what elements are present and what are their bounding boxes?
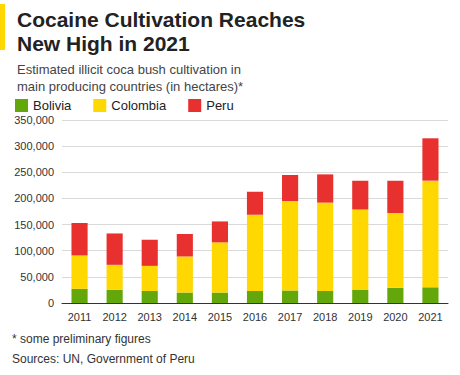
svg-text:* some preliminary figures: * some preliminary figures	[12, 332, 151, 346]
svg-text:Cocaine Cultivation Reaches: Cocaine Cultivation Reaches	[17, 8, 311, 31]
svg-text:250,000: 250,000	[14, 166, 54, 178]
svg-text:2011: 2011	[68, 311, 92, 323]
svg-text:2014: 2014	[173, 311, 197, 323]
svg-text:100,000: 100,000	[14, 245, 54, 257]
svg-text:50,000: 50,000	[20, 271, 54, 283]
svg-text:300,000: 300,000	[14, 140, 54, 152]
svg-text:2018: 2018	[313, 311, 337, 323]
svg-text:Sources: UN, Government of Per: Sources: UN, Government of Peru	[12, 352, 195, 366]
svg-text:2012: 2012	[102, 311, 126, 323]
svg-text:0: 0	[48, 297, 54, 309]
svg-text:Estimated illicit coca bush cu: Estimated illicit coca bush cultivation …	[17, 62, 245, 77]
svg-text:Peru: Peru	[206, 98, 233, 113]
svg-text:2015: 2015	[208, 311, 232, 323]
svg-text:2019: 2019	[348, 311, 372, 323]
svg-text:2020: 2020	[383, 311, 407, 323]
svg-text:2016: 2016	[243, 311, 267, 323]
svg-text:200,000: 200,000	[14, 192, 54, 204]
svg-text:Colombia: Colombia	[111, 98, 167, 113]
svg-text:main producing countries (in h: main producing countries (in hectares)*	[17, 79, 243, 94]
svg-text:2017: 2017	[278, 311, 302, 323]
svg-text:2021: 2021	[418, 311, 442, 323]
svg-text:Bolivia: Bolivia	[33, 98, 72, 113]
svg-text:2013: 2013	[137, 311, 161, 323]
svg-text:350,000: 350,000	[14, 114, 54, 126]
svg-text:150,000: 150,000	[14, 219, 54, 231]
svg-text:New High in 2021: New High in 2021	[17, 32, 190, 55]
